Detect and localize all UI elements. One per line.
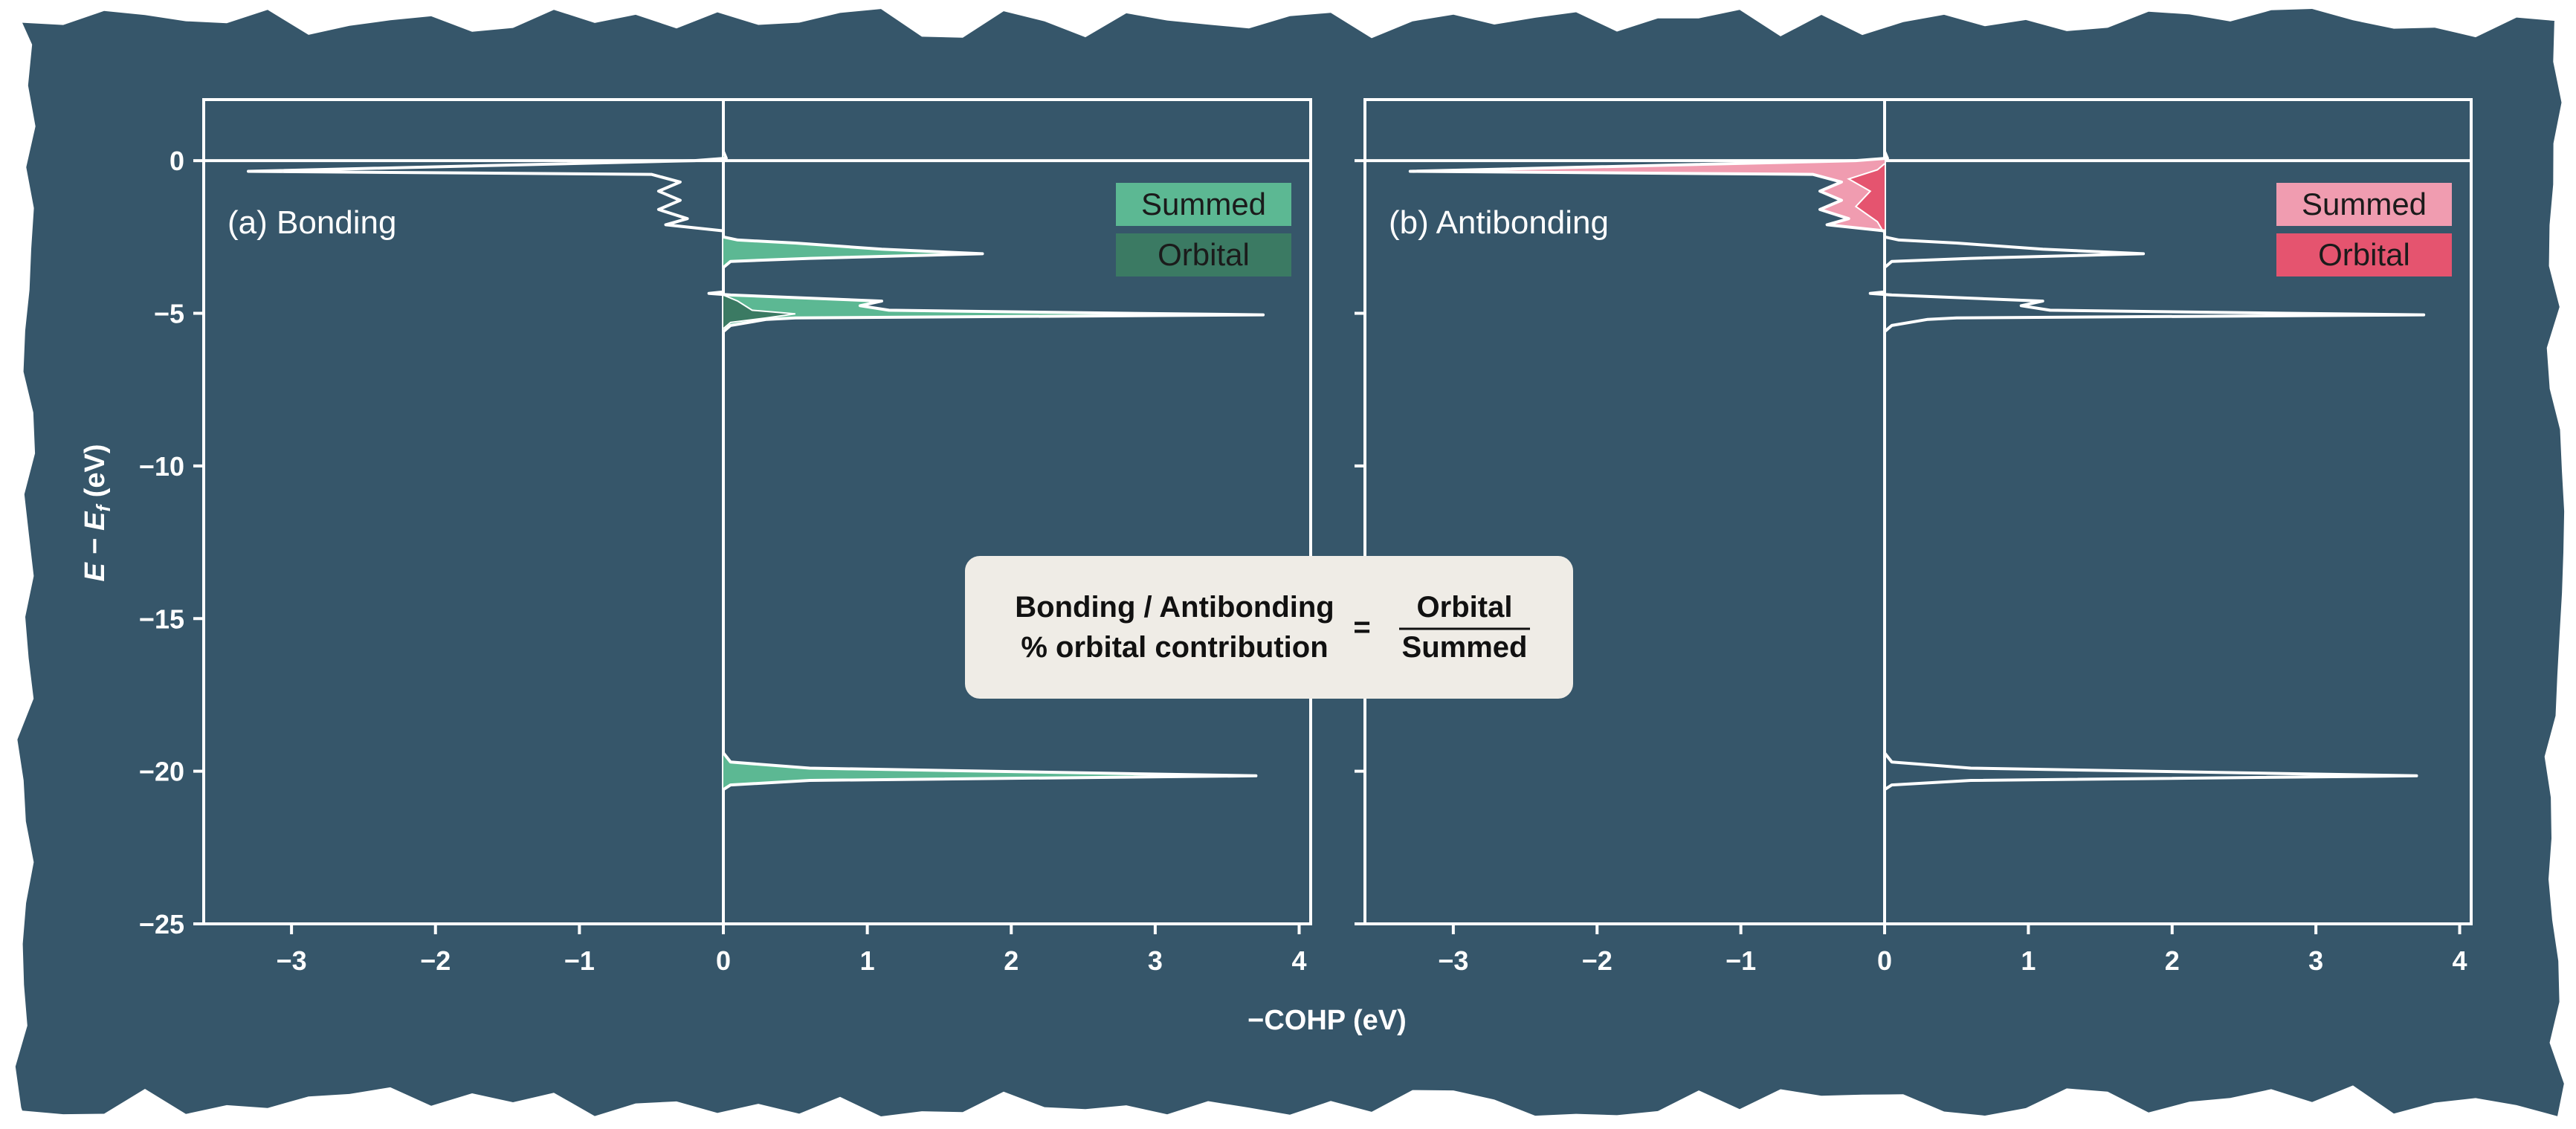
y-axis-title-sub: f [92,504,114,512]
panel-label: (a) Bonding [227,204,396,241]
y-axis-title-main: E − E [80,511,111,582]
formula-numerator: Orbital [1417,591,1513,624]
x-tick-label: −3 [277,945,307,976]
legend-swatch-orbital [2276,233,2452,276]
x-tick-label: −1 [564,945,595,976]
orbital-curve [1847,163,1885,235]
x-tick-label: −2 [420,945,451,976]
x-tick-label: −2 [1582,945,1613,976]
summed-curve [247,114,1265,924]
x-tick-label: 3 [2308,945,2323,976]
summed-area-fill [1410,114,1885,924]
legend-swatch-summed [2276,183,2452,226]
panel-label: (b) Antibonding [1389,204,1609,241]
legend-label-summed: Summed [1141,187,1266,221]
y-tick-label: −10 [139,451,184,482]
formula-box: Bonding / Antibonding % orbital contribu… [965,556,1573,699]
orbital-curve [723,294,795,329]
panel-antibonding: −3 −2 −1 0 1 2 3 4 (b) Antibonding Summed Orbital [1355,98,2473,976]
y-tick-label: −5 [154,299,184,329]
x-axis-title: −COHP (eV) [1247,1005,1407,1036]
y-axis-title: E − Ef (eV) [80,444,114,581]
legend-label-orbital: Orbital [2318,237,2410,272]
x-tick-label: 0 [716,945,731,976]
summed-curve [1408,114,2426,924]
formula-left-line1: Bonding / Antibonding [1015,591,1334,624]
y-axis-title-unit: (eV) [80,444,111,505]
orbital-area-fill [1848,164,1885,234]
panel-bonding: −3 −2 −1 0 1 2 3 40−5−10−15−20−25(a) BondingSum… [139,98,1312,976]
x-tick-label: −1 [1726,945,1756,976]
legend-swatch-orbital [1116,233,1291,276]
x-tick-label: 4 [1291,945,1306,976]
x-tick-label: 1 [860,945,875,976]
x-tick-label: 0 [1877,945,1892,976]
x-tick-label: −3 [1438,945,1468,976]
x-tick-label: 4 [2453,945,2467,976]
y-tick-label: −25 [139,909,184,939]
x-tick-label: 2 [2165,945,2180,976]
plot-frame [202,98,1312,925]
y-tick-label: 0 [170,146,184,176]
legend-label-summed: Summed [2302,187,2427,221]
formula-left-line2: % orbital contribution [1021,631,1328,664]
formula-equals: = [1353,611,1370,644]
formula-box-background [965,556,1573,699]
x-tick-label: 3 [1148,945,1163,976]
y-tick-label: −15 [139,604,184,634]
x-tick-label: 1 [2021,945,2036,976]
formula-denominator: Summed [1402,631,1528,664]
plot-frame [1363,98,2473,925]
legend-swatch-summed [1116,183,1291,226]
y-tick-label: −20 [139,757,184,787]
legend-label-orbital: Orbital [1158,237,1250,272]
x-tick-label: 2 [1004,945,1019,976]
